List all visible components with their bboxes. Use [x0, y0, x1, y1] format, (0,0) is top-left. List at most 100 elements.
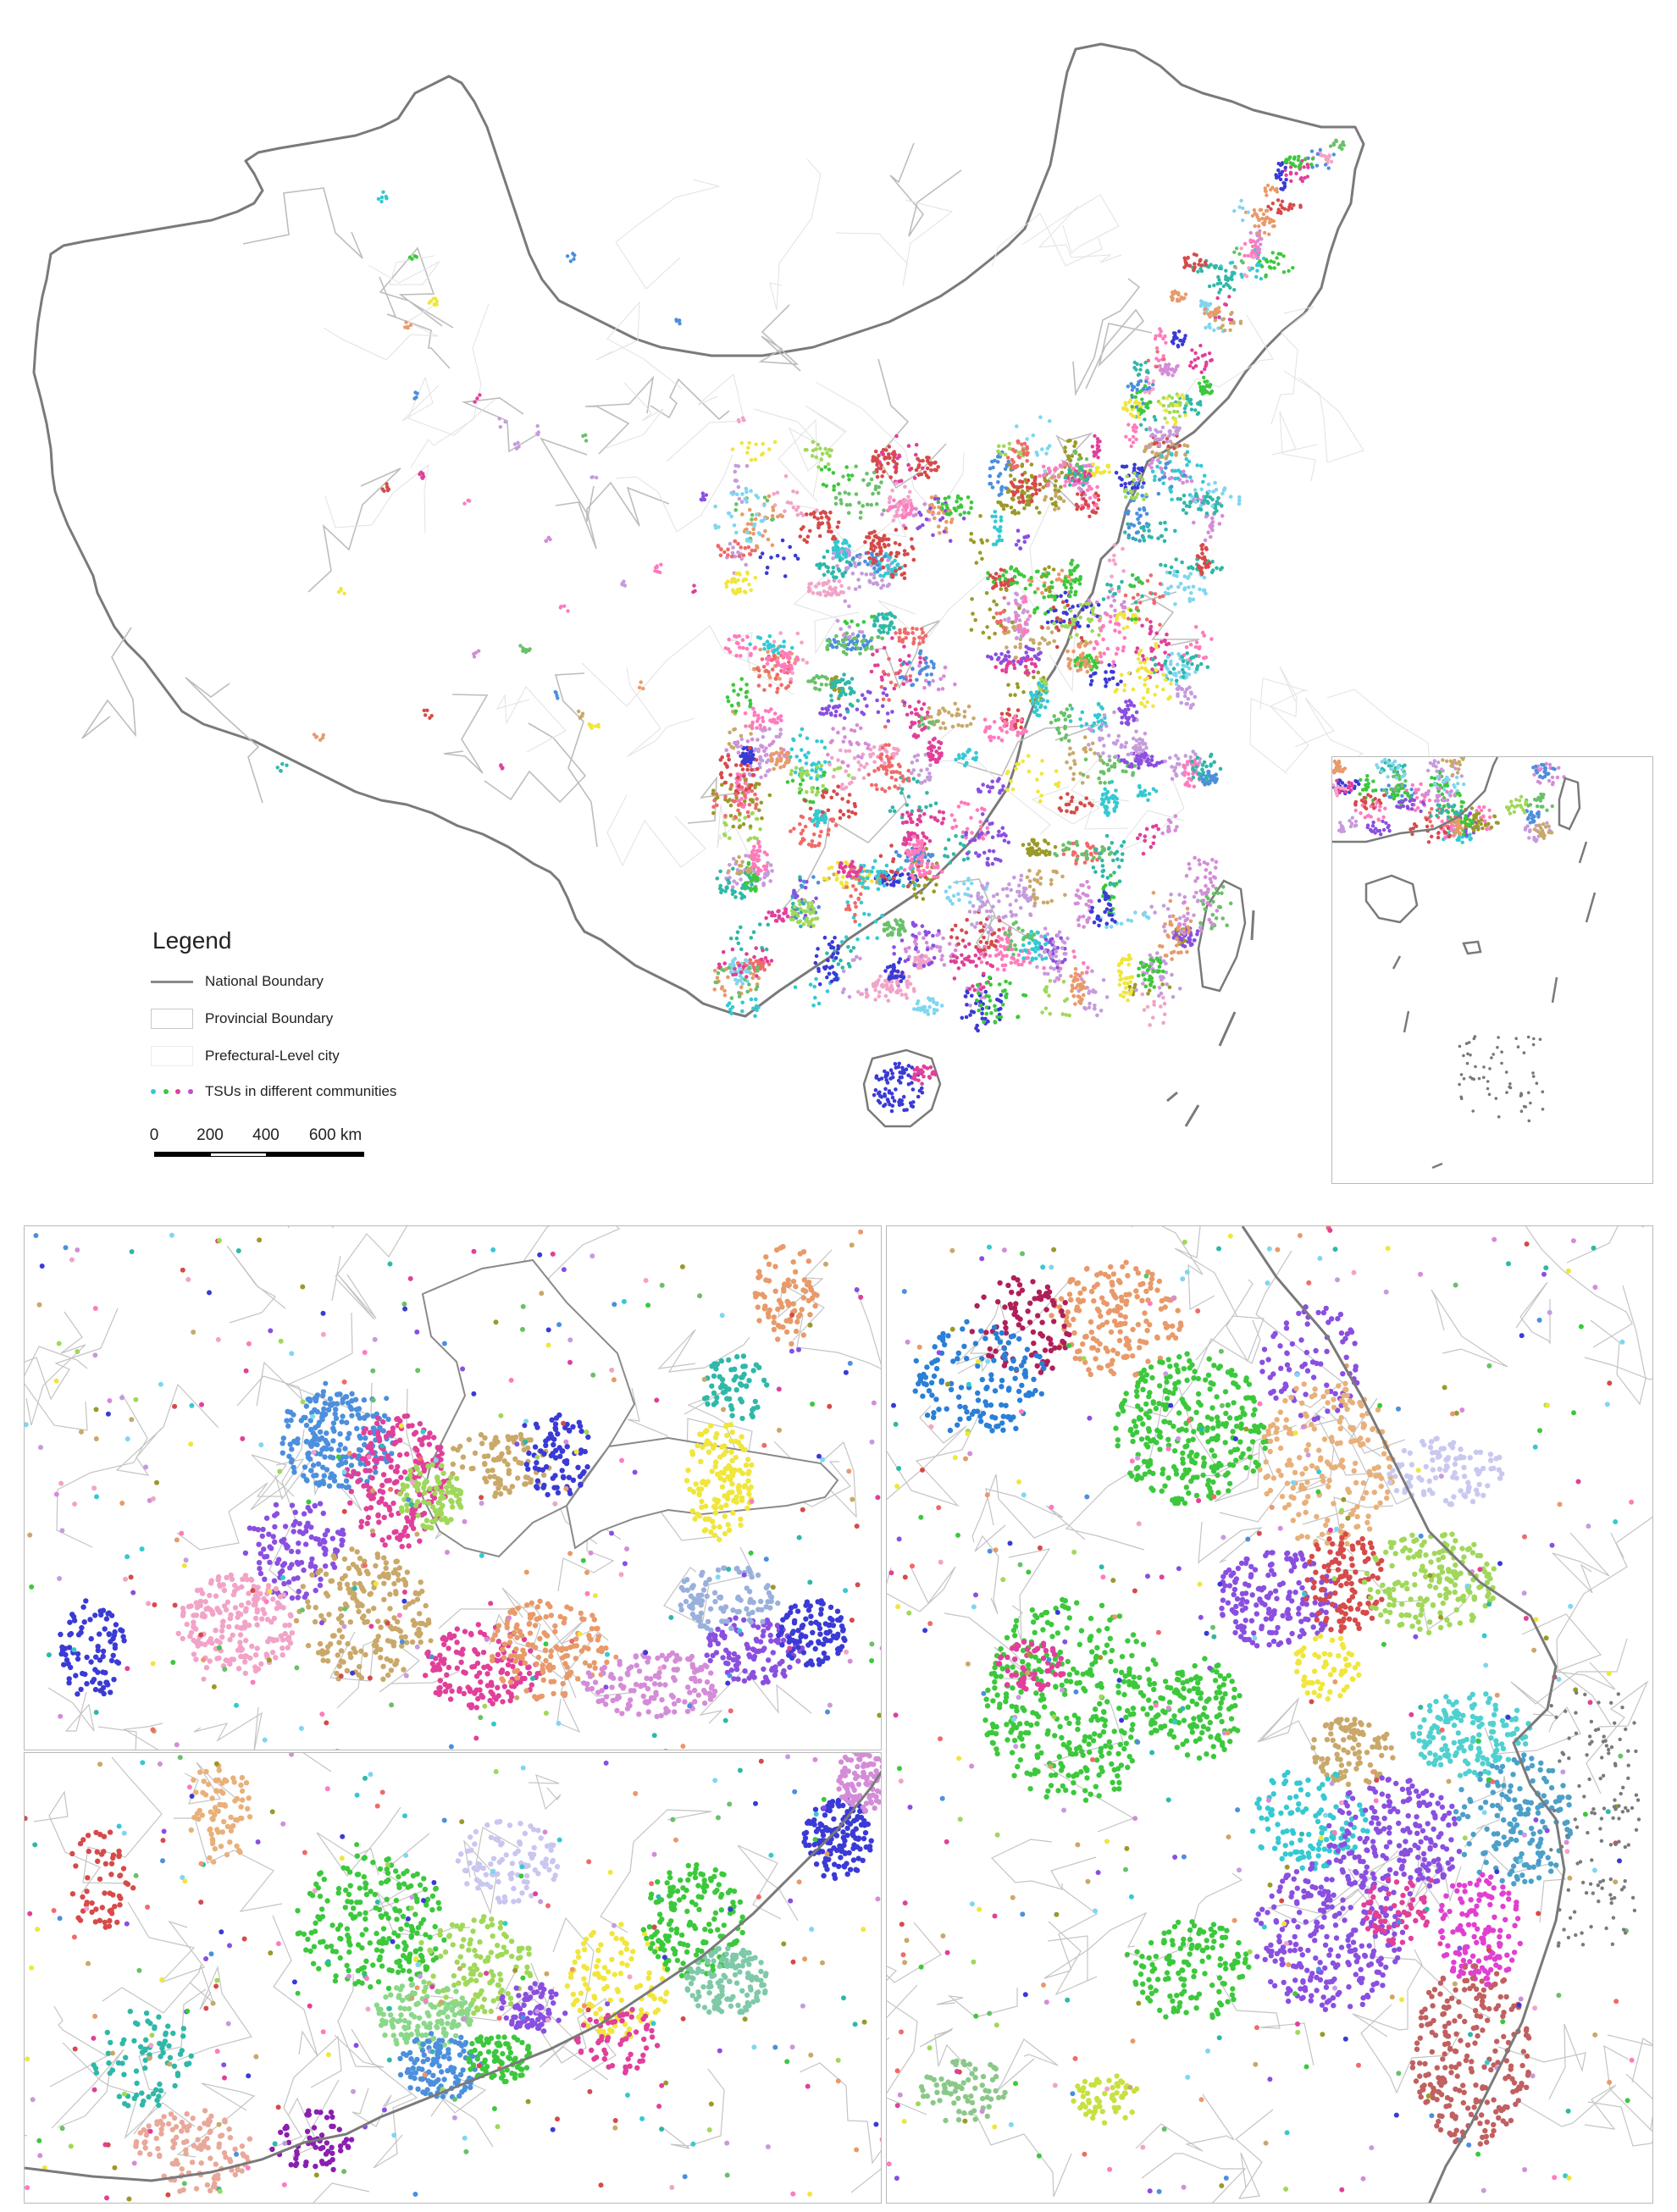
- tsu-dot: [924, 473, 929, 478]
- tsu-dot: [1187, 783, 1192, 788]
- tsu-dot: [725, 695, 730, 700]
- tsu-dot: [1022, 894, 1027, 899]
- tsu-dot: [1116, 963, 1121, 968]
- tsu-dot: [952, 818, 957, 822]
- tsu-dot: [934, 719, 939, 723]
- tsu-dot: [822, 581, 827, 585]
- tsu-dot: [754, 758, 759, 762]
- tsu-dot: [1087, 989, 1092, 993]
- tsu-dot: [1163, 929, 1167, 933]
- tsu-dot: [910, 880, 916, 885]
- tsu-dot: [993, 652, 998, 656]
- tsu-dot: [934, 882, 938, 887]
- tsu-dot: [910, 760, 915, 765]
- tsu-dot: [1166, 591, 1171, 596]
- tsu-dot: [956, 723, 960, 727]
- tsu-dot: [1110, 676, 1115, 681]
- tsu-dot: [1160, 639, 1164, 644]
- tsu-dot: [846, 473, 850, 478]
- tsu-dot: [747, 745, 752, 750]
- tsu-dot: [921, 722, 926, 727]
- tsu-dot: [837, 568, 842, 573]
- tsu-dot: [1008, 693, 1013, 697]
- tsu-dot: [1006, 683, 1010, 688]
- tsu-dot: [922, 883, 927, 888]
- tsu-dot: [886, 452, 891, 456]
- tsu-dot: [894, 683, 898, 688]
- tsu-dot: [789, 747, 794, 752]
- tsu-dot: [967, 987, 971, 992]
- tsu-dot: [965, 1003, 969, 1007]
- tsu-dot: [1162, 1001, 1167, 1006]
- tsu-dot: [782, 911, 786, 915]
- tsu-dot: [908, 982, 913, 987]
- tsu-dot: [927, 705, 932, 711]
- tsu-dot: [811, 1004, 816, 1008]
- tsu-dot: [1071, 949, 1076, 954]
- tsu-dot: [793, 770, 798, 775]
- tsu-dot: [937, 709, 942, 713]
- tsu-dot: [826, 832, 831, 837]
- tsu-dot: [764, 915, 768, 921]
- tsu-dot: [1090, 741, 1095, 746]
- tsu-dot: [758, 727, 763, 731]
- tsu-dot: [1102, 744, 1106, 748]
- tsu-dot: [1014, 899, 1018, 903]
- boundary-line: [1029, 500, 1078, 693]
- tsu-dot: [901, 682, 906, 687]
- tsu-dot: [1113, 608, 1117, 613]
- tsu-dot: [1136, 836, 1140, 841]
- tsu-dot: [798, 733, 803, 738]
- tsu-dot: [725, 765, 729, 769]
- tsu-dot: [1004, 654, 1008, 658]
- tsu-dot: [1086, 965, 1090, 970]
- tsu-dot: [1178, 581, 1183, 586]
- tsu-dot: [999, 525, 1003, 529]
- tsu-dot: [843, 716, 847, 721]
- tsu-dot: [924, 932, 928, 937]
- tsu-dot: [1101, 978, 1106, 982]
- tsu-dot: [1041, 485, 1045, 489]
- tsu-dot: [757, 782, 761, 787]
- tsu-dot: [999, 518, 1004, 523]
- tsu-dot: [1152, 999, 1156, 1004]
- tsu-dot: [892, 498, 896, 503]
- tsu-dot: [966, 887, 971, 891]
- tsu-dot: [1080, 852, 1084, 856]
- tsu-dot: [746, 445, 750, 450]
- tsu-dot: [995, 892, 999, 897]
- tsu-dot: [789, 768, 794, 773]
- tsu-dot: [912, 476, 917, 480]
- tsu-dot: [750, 811, 755, 816]
- tsu-dot: [724, 584, 729, 589]
- tsu-dot: [1165, 642, 1169, 647]
- tsu-dot: [957, 898, 961, 902]
- tsu-dot: [1081, 914, 1086, 919]
- tsu-dot: [1054, 478, 1058, 484]
- tsu-dot: [992, 931, 997, 936]
- tsu-dot: [777, 914, 782, 918]
- tsu-dot: [831, 705, 836, 710]
- tsu-dot: [1060, 874, 1065, 879]
- tsu-dot: [938, 948, 942, 954]
- tsu-dot: [726, 754, 731, 758]
- tsu-dot: [978, 820, 982, 824]
- tsu-dot: [1194, 640, 1199, 644]
- tsu-dot: [1068, 841, 1072, 846]
- tsu-dot: [1043, 588, 1049, 592]
- tsu-dot: [813, 995, 817, 1000]
- tsu-dot: [1145, 578, 1150, 583]
- boundary-line: [401, 376, 495, 436]
- tsu-dot: [1137, 521, 1142, 525]
- tsu-dot: [967, 748, 972, 752]
- tsu-dot: [1109, 583, 1113, 588]
- tsu-dot: [744, 689, 750, 694]
- tsu-dot: [937, 929, 941, 933]
- tsu-dot: [995, 539, 999, 544]
- tsu-dot: [760, 551, 765, 556]
- tsu-dot: [1028, 912, 1032, 916]
- tsu-dot: [954, 824, 959, 829]
- tsu-dot: [1119, 758, 1124, 762]
- tsu-dot: [1206, 770, 1211, 774]
- tsu-dot: [1070, 706, 1074, 711]
